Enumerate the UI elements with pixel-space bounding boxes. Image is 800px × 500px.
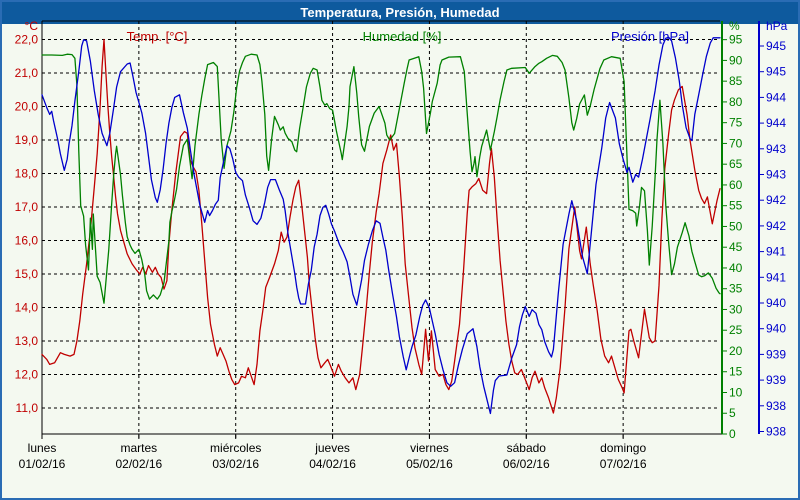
humidity-axis-tick-label: 10 [729,385,743,399]
day-name-label: lunes [28,441,57,455]
humidity-axis-tick-label: 65 [729,157,743,171]
day-name-label: domingo [600,441,646,455]
day-date-label: 04/02/16 [309,457,356,471]
day-date-label: 07/02/16 [600,457,647,471]
day-date-label: 03/02/16 [212,457,259,471]
humidity-axis-tick-label: 80 [729,95,743,109]
temp-series-line [41,38,721,414]
temp-axis-tick-label: 17,0 [15,200,39,214]
temp-axis-tick-label: 15,0 [15,267,39,281]
pressure-axis-tick-label: 941 [766,245,786,259]
pressure-axis-tick-label: 940 [766,296,786,310]
pressure-axis-tick-label: 938 [766,425,786,439]
pressure-series-line [41,36,721,415]
day-date-label: 01/02/16 [19,457,66,471]
day-name-label: martes [121,441,158,455]
humidity-axis-tick-label: 85 [729,74,743,88]
humidity-axis-tick-label: 0 [729,427,736,441]
temp-axis-tick-label: 20,0 [15,100,39,114]
humidity-axis-tick-label: 25 [729,323,743,337]
humidity-axis-tick-label: 20 [729,344,743,358]
humidity-axis-tick-label: 75 [729,116,743,130]
day-date-label: 02/02/16 [115,457,162,471]
day-date-label: 05/02/16 [406,457,453,471]
pressure-axis-tick-label: 943 [766,142,786,156]
humidity-axis-tick-label: 40 [729,261,743,275]
pressure-axis-tick-label: 940 [766,322,786,336]
pressure-axis-tick-label: 942 [766,219,786,233]
pressure-axis-tick-label: 939 [766,347,786,361]
legend-temp-label: Temp. [°C] [126,29,188,44]
day-name-label: viernes [410,441,449,455]
pressure-axis-tick-label: 939 [766,373,786,387]
temp-axis-tick-label: 18,0 [15,167,39,181]
pressure-axis-tick-label: 944 [766,90,786,104]
temp-axis-tick-label: 22,0 [15,33,39,47]
humidity-axis-tick-label: 35 [729,282,743,296]
humidity-axis-tick-label: 45 [729,240,743,254]
humidity-axis-tick-label: 30 [729,302,743,316]
day-name-label: miércoles [210,441,261,455]
humidity-axis-tick-label: 55 [729,199,743,213]
humidity-axis-tick-label: 90 [729,53,743,67]
window-title: Temperatura, Presión, Humedad [300,5,500,20]
humidity-axis-tick-label: 95 [729,33,743,47]
pressure-axis-tick-label: 941 [766,270,786,284]
humidity-axis-tick-label: 70 [729,136,743,150]
legend-humidity-label: Humedad [%] [362,29,442,44]
temp-axis-tick-label: 14,0 [15,301,39,315]
temp-axis-tick-label: 12,0 [15,368,39,382]
humidity-axis-tick-label: 60 [729,178,743,192]
humidity-axis-tick-label: 15 [729,365,743,379]
humidity-axis-tick-label: 50 [729,219,743,233]
pressure-axis-tick-label: 944 [766,116,786,130]
legend-pressure-label: Presión [hPa] [610,29,690,44]
day-name-label: jueves [314,441,350,455]
temp-axis-tick-label: 13,0 [15,334,39,348]
temp-axis-tick-label: 21,0 [15,66,39,80]
day-name-label: sábado [507,441,547,455]
window-titlebar: Temperatura, Presión, Humedad [2,2,798,24]
chart-plot: 22,0 21,0 20,0 19,0 18,0 17,0 16,0 15,0 14,0 13,0… [15,19,788,471]
humidity-axis-tick-label: 5 [729,406,736,420]
pressure-axis-tick-label: 945 [766,65,786,79]
pressure-axis-tick-label: 938 [766,399,786,413]
pressure-axis-tick-label: 943 [766,168,786,182]
temp-axis-tick-label: 19,0 [15,133,39,147]
humidity-series-line [41,53,721,304]
pressure-axis-tick-label: 945 [766,39,786,53]
temp-axis-tick-label: 16,0 [15,234,39,248]
temp-axis-tick-label: 11,0 [16,401,39,415]
pressure-axis-unit-label: hPa [766,19,788,33]
pressure-axis-tick-label: 942 [766,193,786,207]
temp-axis-unit-label: °C [25,19,39,33]
day-date-label: 06/02/16 [503,457,550,471]
humidity-axis-unit-label: % [729,19,740,33]
